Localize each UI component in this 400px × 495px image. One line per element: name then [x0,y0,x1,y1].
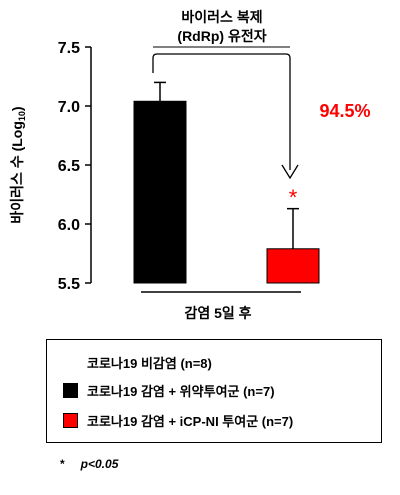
annotation-bracket [152,53,291,170]
legend-label-uninfected: 코로나19 비감염 (n=8) [87,355,212,371]
y-tick-label: 5.5 [58,276,80,293]
footnote-text: p<0.05 [80,457,119,471]
y-tick-label: 6.5 [58,158,80,175]
bar-treatment [266,248,320,284]
annotation-arrowhead [281,164,299,180]
legend-item-placebo: 코로나19 감염 + 위약투여군 (n=7) [63,380,275,400]
annotation-title-line1: 바이러스 복제 [181,9,262,25]
y-ticks: 5.5 6.0 6.5 7.0 7.5 [58,40,91,293]
bar-chart: 5.5 6.0 6.5 7.0 7.5 바이러스 수 (Log10) 바이러스 복제 (… [9,9,371,321]
legend-label-placebo: 코로나19 감염 + 위약투여군 (n=7) [87,383,275,399]
annotation-title-line2: (RdRp) 유전자 [177,28,266,44]
legend: 코로나19 비감염 (n=8) 코로나19 감염 + 위약투여군 (n=7) 코… [46,339,382,443]
legend-item-treatment: 코로나19 감염 + iCP-NI 투여군 (n=7) [63,410,293,430]
legend-swatch-placebo [63,382,78,398]
y-axis-label: 바이러스 수 (Log10) [9,106,27,223]
bar-placebo [133,100,187,284]
y-tick-label: 7.0 [58,99,80,116]
legend-swatch-treatment [63,412,78,428]
x-axis-label: 감염 5일 후 [184,305,251,321]
footnote: * p<0.05 [60,457,118,471]
legend-item-uninfected: 코로나19 비감염 (n=8) [63,352,212,372]
legend-swatch-uninfected [63,355,78,370]
y-tick-label: 7.5 [58,40,80,57]
footnote-symbol: * [60,457,65,471]
y-tick-label: 6.0 [58,217,80,234]
legend-label-treatment: 코로나19 감염 + iCP-NI 투여군 (n=7) [87,413,294,429]
reduction-label: 94.5% [319,101,370,121]
bars [133,81,320,284]
significance-marker: * [289,185,298,210]
